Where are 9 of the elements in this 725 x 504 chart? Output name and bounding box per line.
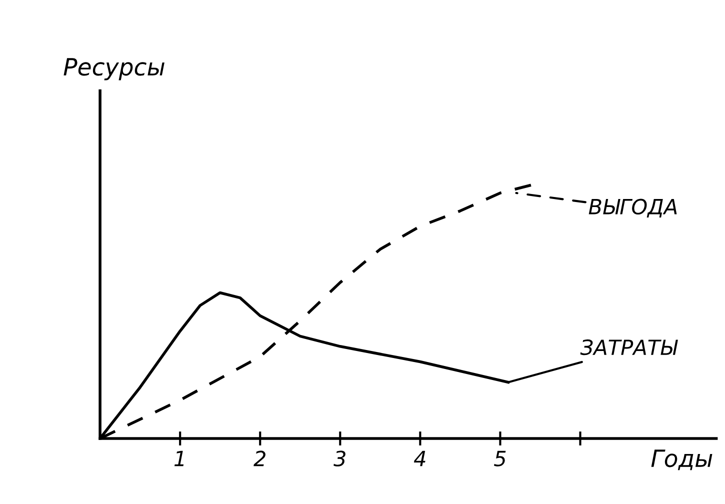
- x-tick-label: 1: [174, 450, 184, 466]
- legend-label: ВЫГОДА: [588, 198, 677, 218]
- y-axis-title: Ресурсы: [64, 58, 164, 80]
- x-axis-title: Годы: [651, 450, 712, 470]
- x-tick-label: 5: [494, 450, 506, 466]
- x-tick-label: 4: [414, 450, 426, 466]
- x-tick-label: 2: [254, 450, 266, 466]
- x-tick-label: 3: [334, 450, 346, 466]
- text: ЗАТРАТЫ: [580, 339, 678, 356]
